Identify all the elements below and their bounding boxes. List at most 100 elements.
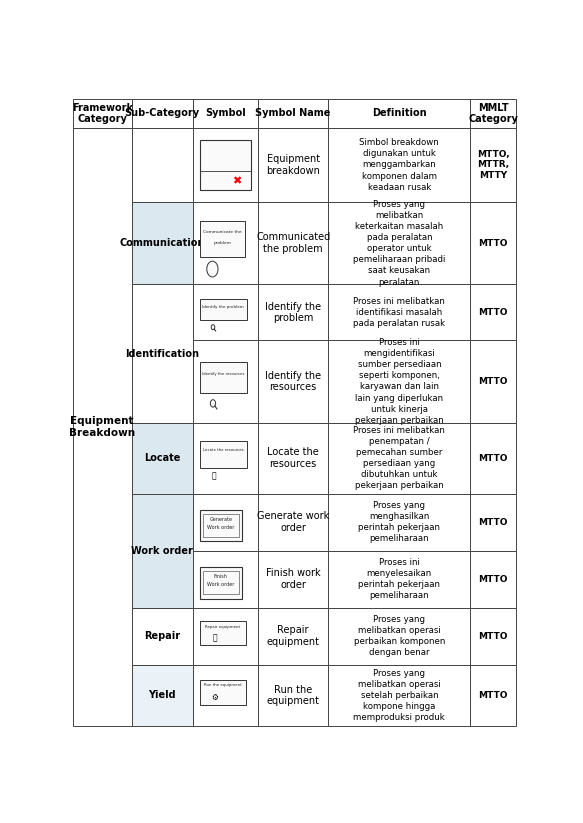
- Bar: [470, 340, 516, 422]
- Bar: [200, 621, 246, 644]
- Text: MTTO: MTTO: [478, 308, 508, 317]
- Text: MTTO: MTTO: [478, 631, 508, 640]
- Circle shape: [207, 261, 218, 277]
- Bar: [470, 422, 516, 494]
- Bar: [132, 665, 192, 726]
- Bar: [258, 607, 328, 665]
- Bar: [258, 551, 328, 607]
- Bar: [470, 285, 516, 340]
- Circle shape: [210, 400, 216, 407]
- Text: Proses ini
menyelesaikan
perintah pekerjaan
pemeliharaan: Proses ini menyelesaikan perintah pekerj…: [359, 558, 440, 600]
- Bar: [258, 202, 328, 285]
- Text: MMLT
Category: MMLT Category: [468, 103, 518, 124]
- Text: Locate the
resources: Locate the resources: [267, 447, 319, 469]
- Bar: [192, 340, 258, 422]
- Text: Proses ini
mengidentifikasi
sumber persediaan
seperti komponen,
karyawan dan lai: Proses ini mengidentifikasi sumber perse…: [355, 338, 444, 425]
- Text: Repair equipment: Repair equipment: [205, 625, 240, 629]
- Text: ⚙: ⚙: [211, 693, 218, 702]
- Text: Work order: Work order: [131, 546, 193, 556]
- Bar: [132, 494, 192, 607]
- Circle shape: [211, 325, 215, 330]
- Bar: [200, 140, 251, 190]
- Bar: [470, 665, 516, 726]
- Text: Locate: Locate: [144, 453, 180, 463]
- Text: Proses ini melibatkan
identifikasi masalah
pada peralatan rusak: Proses ini melibatkan identifikasi masal…: [353, 297, 445, 328]
- Bar: [258, 285, 328, 340]
- Bar: [200, 680, 246, 704]
- Bar: [200, 509, 242, 542]
- Bar: [192, 607, 258, 665]
- Bar: [200, 567, 242, 598]
- Bar: [192, 128, 258, 202]
- Bar: [258, 665, 328, 726]
- Text: Identification: Identification: [125, 348, 199, 359]
- Text: Work order: Work order: [207, 524, 234, 530]
- Bar: [328, 607, 470, 665]
- Bar: [192, 665, 258, 726]
- Text: Finish work
order: Finish work order: [266, 569, 321, 590]
- Text: Symbol Name: Symbol Name: [255, 109, 331, 119]
- Bar: [73, 128, 132, 726]
- Bar: [132, 422, 192, 494]
- Text: Proses yang
melibatkan operasi
perbaikan komponen
dengan benar: Proses yang melibatkan operasi perbaikan…: [354, 615, 445, 658]
- Text: MTTO: MTTO: [478, 377, 508, 386]
- Bar: [328, 202, 470, 285]
- Bar: [470, 202, 516, 285]
- Text: Yield: Yield: [148, 690, 176, 700]
- Text: MTTO: MTTO: [478, 574, 508, 584]
- Text: 🔧: 🔧: [212, 634, 217, 643]
- Bar: [470, 494, 516, 551]
- Text: Identify the
resources: Identify the resources: [265, 370, 321, 393]
- Text: Identify the
problem: Identify the problem: [265, 301, 321, 323]
- Text: 🔧: 🔧: [212, 472, 216, 481]
- Text: Locate the resources: Locate the resources: [203, 449, 244, 453]
- Bar: [192, 494, 258, 551]
- Bar: [192, 551, 258, 607]
- Text: ✖: ✖: [232, 176, 241, 186]
- Text: Sub-Category: Sub-Category: [125, 109, 199, 119]
- Text: Run the equipment: Run the equipment: [204, 683, 241, 687]
- Bar: [132, 607, 192, 665]
- Text: MTTO: MTTO: [478, 690, 508, 700]
- Text: Communicated
the problem: Communicated the problem: [256, 232, 330, 254]
- Text: Framework
Category: Framework Category: [72, 103, 133, 124]
- Bar: [200, 441, 247, 467]
- Bar: [192, 99, 258, 128]
- Text: Proses yang
melibatkan operasi
setelah perbaikan
kompone hingga
memproduksi prod: Proses yang melibatkan operasi setelah p…: [353, 669, 445, 722]
- Text: Generate: Generate: [209, 518, 232, 523]
- Bar: [328, 665, 470, 726]
- Bar: [258, 99, 328, 128]
- Bar: [200, 221, 245, 258]
- Bar: [200, 362, 247, 393]
- Bar: [132, 202, 192, 285]
- Text: Equipment
Breakdown: Equipment Breakdown: [69, 416, 135, 438]
- Bar: [192, 422, 258, 494]
- Text: Identify the problem: Identify the problem: [202, 305, 244, 309]
- Bar: [132, 285, 192, 422]
- Text: MTTO: MTTO: [478, 453, 508, 463]
- Bar: [192, 202, 258, 285]
- Bar: [470, 99, 516, 128]
- Text: Simbol breakdown
digunakan untuk
menggambarkan
komponen dalam
keadaan rusak: Simbol breakdown digunakan untuk menggam…: [360, 138, 439, 192]
- Bar: [73, 99, 132, 128]
- Bar: [470, 607, 516, 665]
- Text: Proses yang
melibatkan
keterkaitan masalah
pada peralatan
operator untuk
pemelih: Proses yang melibatkan keterkaitan masal…: [353, 200, 445, 286]
- Bar: [328, 551, 470, 607]
- Text: MTTO,
MTTR,
MTTY: MTTO, MTTR, MTTY: [477, 150, 510, 180]
- Text: Proses yang
menghasilkan
perintah pekerjaan
pemeliharaan: Proses yang menghasilkan perintah pekerj…: [359, 501, 440, 543]
- Bar: [470, 128, 516, 202]
- Text: Repair
equipment: Repair equipment: [266, 625, 319, 647]
- Bar: [328, 422, 470, 494]
- Bar: [328, 285, 470, 340]
- Text: Symbol: Symbol: [205, 109, 246, 119]
- Bar: [203, 571, 239, 594]
- Bar: [258, 340, 328, 422]
- Bar: [132, 99, 192, 128]
- Bar: [328, 340, 470, 422]
- Text: Run the
equipment: Run the equipment: [266, 685, 319, 706]
- Text: Proses ini melibatkan
penempatan /
pemecahan sumber
persediaan yang
dibutuhkan u: Proses ini melibatkan penempatan / pemec…: [353, 425, 445, 491]
- Text: Communicate the: Communicate the: [203, 230, 242, 234]
- Text: Identify the resources: Identify the resources: [202, 372, 244, 376]
- Bar: [132, 128, 192, 202]
- Text: MTTO: MTTO: [478, 239, 508, 248]
